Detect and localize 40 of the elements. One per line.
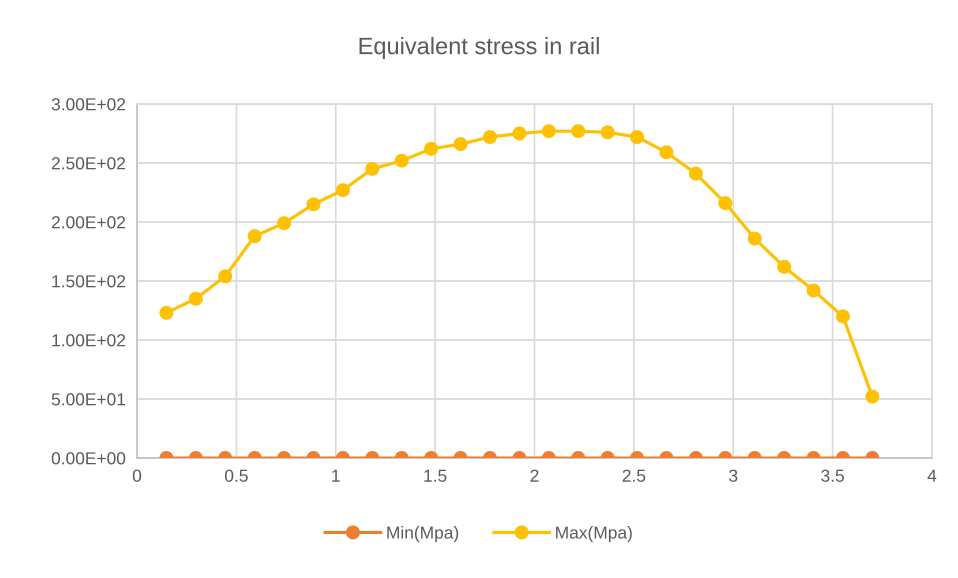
y-tick-label: 2.00E+02	[52, 216, 126, 228]
point	[454, 137, 468, 152]
x-tick-label: 4	[928, 470, 936, 482]
y-tick-label: 3.00E+02	[52, 98, 126, 110]
y-tick-label: 1.00E+02	[52, 334, 126, 346]
point	[424, 142, 438, 156]
point	[718, 196, 732, 210]
point	[630, 130, 644, 144]
x-tick-label: 0	[132, 470, 142, 482]
point	[600, 125, 615, 140]
x-tick-label: 2.5	[622, 470, 646, 482]
y-tick-label: 2.50E+02	[52, 157, 126, 170]
point	[571, 124, 586, 138]
point	[336, 183, 350, 198]
point	[748, 232, 762, 246]
point	[542, 124, 556, 138]
point	[777, 260, 792, 274]
point	[306, 197, 320, 212]
x-tick-label: 2	[530, 470, 538, 482]
point	[365, 162, 380, 176]
point	[512, 126, 526, 140]
point	[483, 130, 497, 144]
point	[688, 166, 703, 181]
point	[394, 154, 409, 168]
x-tick-label: 3	[729, 470, 738, 482]
y-tick-label: 5.00E+01	[52, 393, 126, 406]
chart-title: Equivalent stress in rail	[360, 36, 599, 60]
point	[218, 269, 232, 284]
point	[248, 229, 262, 244]
y-tick-label: 0.00E+00	[52, 452, 126, 464]
legend-label: Min(Mpa)	[387, 526, 458, 542]
point	[806, 283, 820, 298]
x-tick-label: 1.5	[424, 470, 446, 482]
y-tick-label: 1.50E+02	[52, 275, 126, 288]
legend-label: Max(Mpa)	[556, 526, 632, 542]
point	[277, 216, 292, 230]
x-tick-label: 0.5	[224, 470, 248, 482]
x-tick-label: 1	[332, 470, 340, 482]
x-tick-label: 3.5	[821, 470, 844, 482]
point	[660, 145, 674, 160]
